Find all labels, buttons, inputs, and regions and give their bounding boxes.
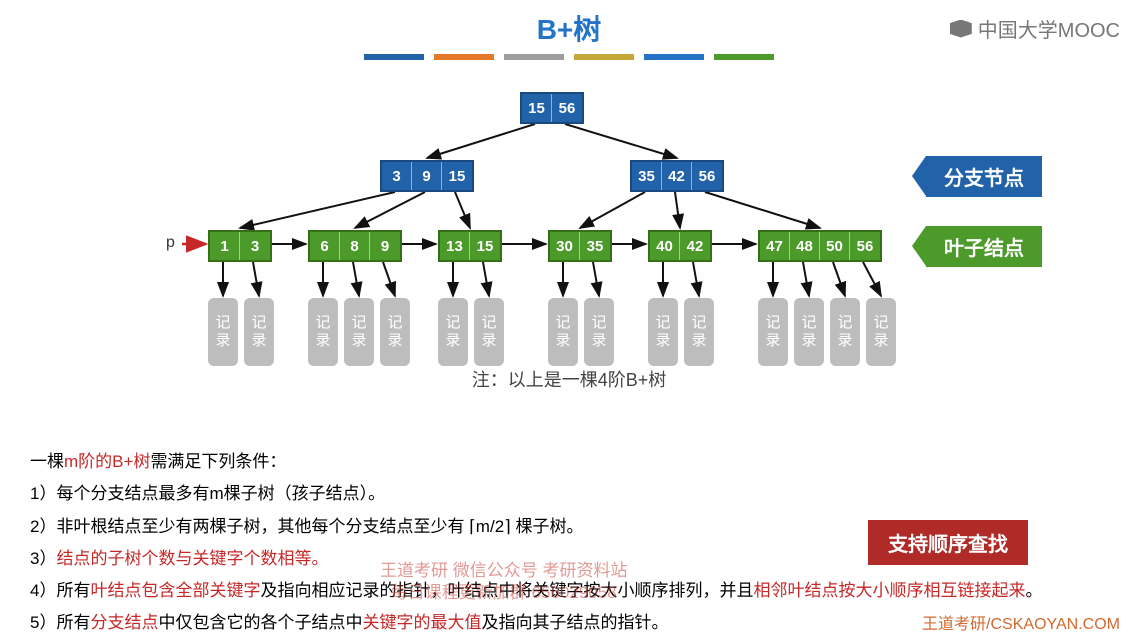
key-cell: 8 [340, 232, 370, 260]
book-icon [950, 20, 972, 38]
record-group: 记录记录记录记录 [758, 298, 896, 366]
key-cell: 9 [370, 232, 400, 260]
key-cell: 6 [310, 232, 340, 260]
middle-watermark: 王道考研 微信公众号 考研资料站每日课程更新加群 656029058 [380, 560, 627, 604]
key-cell: 48 [790, 232, 820, 260]
key-cell: 56 [692, 162, 722, 190]
leaf-node: 47485056 [758, 230, 882, 262]
intro-line: 一棵m阶的B+树需满足下列条件： [30, 446, 1042, 478]
sequential-search-badge: 支持顺序查找 [868, 520, 1028, 565]
record-block: 记录 [584, 298, 614, 366]
key-cell: 13 [440, 232, 470, 260]
leaf-node-label: 叶子结点 [926, 226, 1042, 267]
key-cell: 1 [210, 232, 240, 260]
record-group: 记录记录 [548, 298, 614, 366]
footer-watermark: 王道考研/CSKAOYAN.COM [922, 610, 1120, 634]
record-group: 记录记录 [648, 298, 714, 366]
record-group: 记录记录 [208, 298, 274, 366]
record-block: 记录 [684, 298, 714, 366]
bullet-5: 5）所有分支结点中仅包含它的各个子结点中关键字的最大值及指向其子结点的指针。 [30, 607, 1042, 639]
branch-node-label: 分支节点 [926, 156, 1042, 197]
key-cell: 9 [412, 162, 442, 190]
bullet-1: 1）每个分支结点最多有m棵子树（孩子结点）。 [30, 478, 1042, 510]
record-block: 记录 [548, 298, 578, 366]
record-block: 记录 [244, 298, 274, 366]
record-block: 记录 [758, 298, 788, 366]
key-cell: 42 [662, 162, 692, 190]
key-cell: 42 [680, 232, 710, 260]
key-cell: 15 [522, 94, 552, 122]
key-cell: 56 [552, 94, 582, 122]
mooc-watermark: 中国大学MOOC [950, 14, 1120, 43]
branch-node: 354256 [630, 160, 724, 192]
branch-node: 3915 [380, 160, 474, 192]
leaf-node: 4042 [648, 230, 712, 262]
leaf-node: 3035 [548, 230, 612, 262]
key-cell: 56 [850, 232, 880, 260]
leaf-node: 1315 [438, 230, 502, 262]
key-cell: 35 [580, 232, 610, 260]
record-block: 记录 [830, 298, 860, 366]
key-cell: 47 [760, 232, 790, 260]
record-block: 记录 [208, 298, 238, 366]
key-cell: 40 [650, 232, 680, 260]
key-cell: 3 [382, 162, 412, 190]
key-cell: 50 [820, 232, 850, 260]
record-block: 记录 [344, 298, 374, 366]
branch-node: 1556 [520, 92, 584, 124]
leaf-node: 13 [208, 230, 272, 262]
record-block: 记录 [438, 298, 468, 366]
record-block: 记录 [794, 298, 824, 366]
key-cell: 30 [550, 232, 580, 260]
pointer-p-label: p [166, 234, 175, 252]
record-block: 记录 [380, 298, 410, 366]
record-block: 记录 [308, 298, 338, 366]
mooc-text: 中国大学MOOC [978, 14, 1120, 43]
record-group: 记录记录 [438, 298, 504, 366]
record-block: 记录 [866, 298, 896, 366]
key-cell: 15 [470, 232, 500, 260]
key-cell: 15 [442, 162, 472, 190]
record-block: 记录 [648, 298, 678, 366]
bplus-tree-diagram: p 分支节点 叶子结点 1556391535425613689131530354… [0, 60, 1138, 360]
subtitle-note: 注：以上是一棵4阶B+树 [0, 366, 1138, 392]
key-cell: 3 [240, 232, 270, 260]
leaf-node: 689 [308, 230, 402, 262]
key-cell: 35 [632, 162, 662, 190]
record-group: 记录记录记录 [308, 298, 410, 366]
record-block: 记录 [474, 298, 504, 366]
